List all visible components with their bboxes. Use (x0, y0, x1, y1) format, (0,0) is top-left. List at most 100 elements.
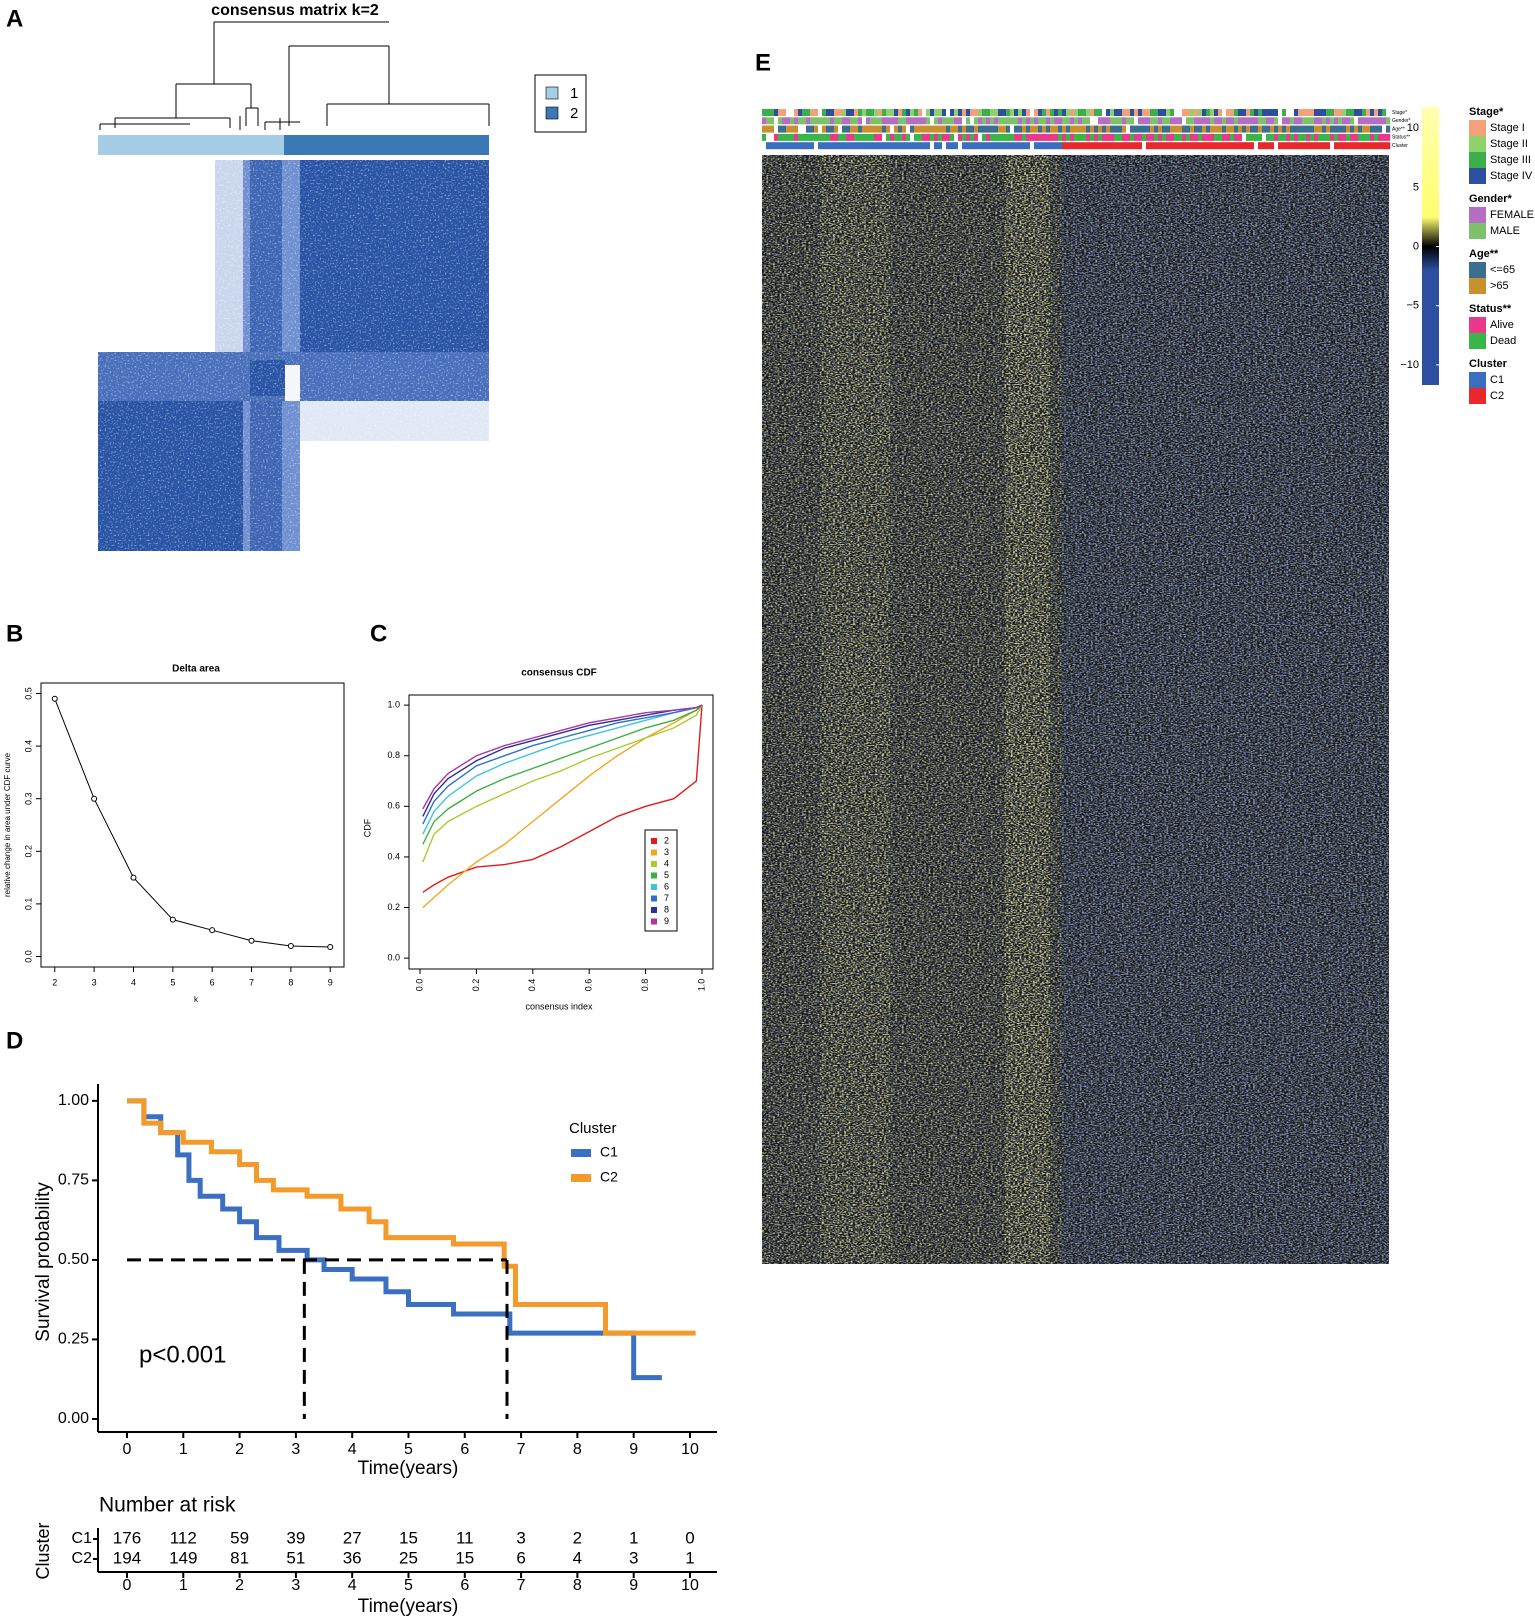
annotation-cell (1246, 125, 1251, 133)
annotation-cell (1014, 133, 1019, 141)
cdf-line (422, 704, 703, 845)
annotation-cell (946, 133, 951, 141)
annotation-cell (1286, 142, 1291, 150)
colorbar-tick-label: −5 (1406, 300, 1419, 312)
risk-count: 194 (113, 1548, 141, 1567)
annotation-cell (838, 117, 843, 125)
point (169, 916, 176, 923)
annotation-cell (1002, 109, 1007, 116)
annotation-cell (810, 142, 815, 150)
annotation-cell (1238, 109, 1243, 116)
annotation-cell (1026, 109, 1031, 116)
annotation-cell (1250, 109, 1255, 116)
annotation-cell (1118, 133, 1123, 141)
legend-label: C2 (1490, 390, 1504, 402)
annotation-cell (886, 133, 891, 141)
annotation-cell (1162, 133, 1167, 141)
annotation-cell (1206, 109, 1211, 116)
annotation-cell (858, 117, 863, 125)
heatmap-texture (1062, 155, 1389, 1264)
annotation-cell (846, 109, 851, 116)
annotation-cell (1114, 125, 1119, 133)
annotation-cell (1218, 133, 1223, 141)
annotation-cell (1226, 142, 1231, 150)
annotation-cell (798, 109, 803, 116)
annotation-cell (802, 142, 807, 150)
legend-swatch (1469, 136, 1486, 152)
risk-x-tick-label: 8 (573, 1577, 582, 1594)
annotation-cell (1150, 109, 1155, 116)
annotation-cell (1386, 125, 1391, 133)
annotation-cell (882, 133, 887, 141)
annotation-cell (1138, 117, 1143, 125)
annotation-cell (954, 125, 959, 133)
annotation-cell (1050, 133, 1055, 141)
point (287, 942, 294, 949)
annotation-cell (1146, 109, 1151, 116)
annotation-cell (1030, 142, 1035, 150)
annotation-cell (786, 109, 791, 116)
annotation-cell (810, 133, 815, 141)
annotation-cell (818, 133, 823, 141)
annotation-cell (1146, 125, 1151, 133)
annotation-cell (1118, 117, 1123, 125)
y-tick-label: 0.2 (387, 902, 400, 912)
annotation-cell (1286, 117, 1291, 125)
annotation-cell (1010, 117, 1015, 125)
annotation-cell (1346, 109, 1351, 116)
annotation-cell (858, 133, 863, 141)
annotation-cell (1334, 133, 1339, 141)
annotation-cell (1386, 142, 1391, 150)
annotation-cell (922, 125, 927, 133)
annotation-cell (1150, 142, 1155, 150)
annotation-cell (822, 133, 827, 141)
annotation-cell (1150, 117, 1155, 125)
annotation-cell (1010, 142, 1015, 150)
annotation-cell (1262, 142, 1267, 150)
annotation-cell (854, 125, 859, 133)
annotation-cell (1098, 142, 1103, 150)
annotation-cell (830, 109, 835, 116)
annotation-cell (982, 142, 987, 150)
annotation-cell (858, 142, 863, 150)
annotation-cell (1106, 109, 1111, 116)
y-tick-label: 0.0 (387, 952, 400, 962)
annotation-cell (1026, 133, 1031, 141)
annotation-cell (1254, 142, 1259, 150)
annotation-cell (1154, 133, 1159, 141)
annotation-cell (1358, 142, 1363, 150)
annotation-cell (1094, 133, 1099, 141)
y-tick-label: 0.3 (23, 792, 33, 805)
annotation-cell (942, 109, 947, 116)
annotation-cell (1086, 142, 1091, 150)
annotation-cell (1122, 109, 1127, 116)
annotation-cell (1178, 125, 1183, 133)
risk-x-tick-label: 1 (179, 1577, 188, 1594)
annotation-cell (1306, 125, 1311, 133)
annotation-cell (938, 117, 943, 125)
annotation-cell (1266, 109, 1271, 116)
annotation-cell (1094, 142, 1099, 150)
annotation-cell (1250, 117, 1255, 125)
annotation-cell (870, 125, 875, 133)
annotation-cell (1066, 117, 1071, 125)
annotation-cell (922, 133, 927, 141)
annotation-cell (1382, 117, 1387, 125)
annotation-cell (1142, 133, 1147, 141)
annotation-cell (1362, 117, 1367, 125)
annotation-cell (1314, 109, 1319, 116)
annotation-cell (1194, 109, 1199, 116)
annotation-cell (858, 125, 863, 133)
annotation-cell (1074, 133, 1079, 141)
annotation-cell (1002, 125, 1007, 133)
annotation-cell (1098, 109, 1103, 116)
annotation-cell (1146, 142, 1151, 150)
annotation-cell (942, 133, 947, 141)
annotation-cell (910, 142, 915, 150)
annotation-cell (1170, 117, 1175, 125)
annotation-cell (1126, 125, 1131, 133)
point (91, 795, 98, 802)
annotation-cell (1366, 117, 1371, 125)
annotation-cell (1126, 117, 1131, 125)
annotation-track-label: Age** (1392, 126, 1405, 132)
